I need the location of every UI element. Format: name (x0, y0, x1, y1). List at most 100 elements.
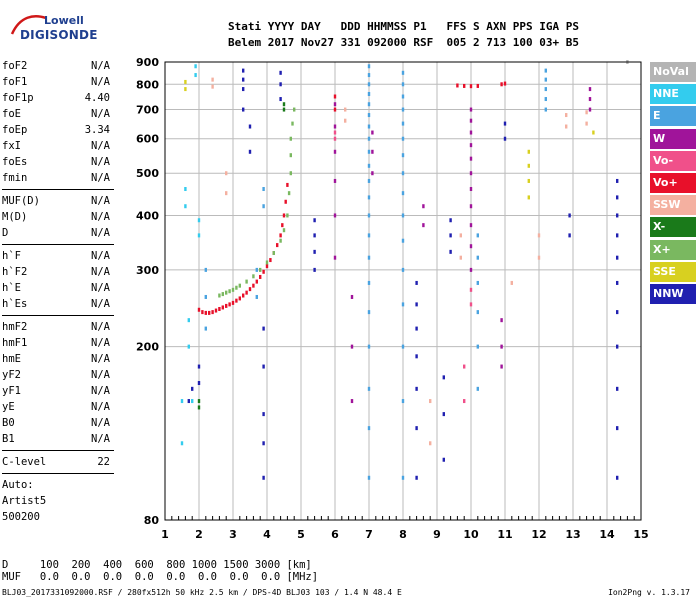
data-point-nnw (442, 375, 445, 380)
param-value: N/A (91, 156, 110, 168)
legend-item-sse: SSE (650, 261, 696, 282)
data-point-e (255, 267, 258, 272)
data-point-e (367, 178, 371, 183)
data-point-sse (592, 130, 595, 135)
data-point-x- (279, 238, 282, 243)
param-row: B1 N/A (2, 431, 114, 447)
data-point-e (204, 294, 207, 299)
data-point-w (350, 344, 354, 349)
data-point-e (401, 267, 405, 272)
param-separator (2, 244, 114, 245)
data-point-vo- (503, 81, 507, 86)
y-tick-label: 600 (136, 133, 159, 146)
data-point-vo- (469, 84, 473, 89)
param-label: h`Es (2, 298, 28, 310)
data-point-x- (291, 121, 294, 126)
info-line: 500200 (2, 511, 40, 523)
data-point-w (350, 399, 354, 404)
data-point-e (401, 399, 405, 404)
legend-item-nnw: NNW (650, 283, 696, 304)
param-row: foF1p 4.40 (2, 90, 114, 106)
data-point-sse (184, 87, 187, 92)
data-point-vo- (265, 264, 269, 269)
legend: NoVal NNE E W Vo- Vo+ SSW X- X+ SSE NNW (650, 62, 696, 306)
data-point-vo- (469, 287, 473, 292)
data-point-x- (197, 399, 201, 404)
data-point-vo- (214, 308, 218, 313)
data-point-e (367, 475, 371, 480)
param-row: foF1 N/A (2, 74, 114, 90)
data-point-e (367, 124, 371, 129)
data-point-ssw (429, 441, 432, 446)
data-point-x- (228, 289, 231, 294)
param-value: N/A (91, 108, 110, 120)
data-point-vo- (284, 199, 287, 204)
param-value: 3.34 (84, 124, 110, 136)
data-point-e (367, 113, 371, 118)
data-point-vo- (245, 290, 248, 295)
digisonde-logo: Lowell DIGISONDE (8, 6, 97, 42)
param-value: N/A (91, 266, 110, 278)
data-point-vo- (238, 296, 241, 301)
param-row: h`E N/A (2, 280, 114, 296)
x-tick-label: 6 (331, 528, 339, 541)
data-point-sse (527, 195, 530, 200)
x-tick-label: 14 (599, 528, 615, 541)
param-value: N/A (91, 353, 110, 365)
data-point-e (367, 91, 371, 96)
param-value: N/A (91, 417, 110, 429)
param-label: yF2 (2, 369, 21, 381)
x-tick-label: 7 (365, 528, 373, 541)
data-point-ssw (565, 124, 568, 129)
data-point-e (367, 213, 371, 218)
param-separator (2, 189, 114, 190)
data-point-w (588, 107, 592, 112)
param-row: yF1 N/A (2, 383, 114, 399)
data-point-nnw (279, 97, 282, 102)
param-separator (2, 473, 114, 474)
data-point-nnw (415, 475, 418, 480)
param-label: foEp (2, 124, 28, 136)
data-point-ssw (537, 255, 541, 260)
data-point-nne (180, 399, 184, 404)
param-row: fxI N/A (2, 138, 114, 154)
y-tick-label: 900 (136, 56, 159, 69)
param-label: foE (2, 108, 21, 120)
data-point-w (333, 149, 337, 154)
param-label: h`E (2, 282, 21, 294)
data-point-e (476, 233, 479, 238)
data-point-w (371, 149, 374, 154)
data-point-vo- (286, 182, 289, 187)
data-point-nnw (616, 344, 619, 349)
x-tick-label: 9 (433, 528, 441, 541)
data-point-e (367, 344, 371, 349)
data-point-x- (252, 274, 255, 279)
data-point-e (401, 107, 405, 112)
data-point-vo- (197, 307, 201, 312)
data-point-x- (289, 153, 292, 158)
data-point-nne (194, 73, 197, 78)
data-point-ssw (225, 171, 228, 176)
data-point-ssw (459, 255, 462, 260)
y-tick-label: 300 (136, 264, 159, 277)
data-point-vo- (211, 310, 214, 315)
data-point-e (401, 121, 405, 126)
data-point-e (367, 426, 371, 431)
param-value: N/A (91, 282, 110, 294)
data-point-e (367, 255, 371, 260)
data-point-nnw (313, 233, 316, 238)
data-point-e (476, 255, 479, 260)
data-point-w (500, 364, 503, 369)
data-point-x- (245, 279, 248, 284)
data-point-vo- (221, 305, 224, 310)
data-point-e (401, 191, 405, 196)
param-value: N/A (91, 337, 110, 349)
data-point-w (469, 156, 473, 161)
param-value: N/A (91, 401, 110, 413)
data-point-e (401, 302, 405, 307)
footer-muf-line: MUF 0.0 0.0 0.0 0.0 0.0 0.0 0.0 0.0 [MHz… (2, 571, 319, 583)
param-label: MUF(D) (2, 195, 40, 207)
data-point-x- (289, 136, 292, 141)
param-label: hmE (2, 353, 21, 365)
data-point-x- (272, 251, 275, 256)
